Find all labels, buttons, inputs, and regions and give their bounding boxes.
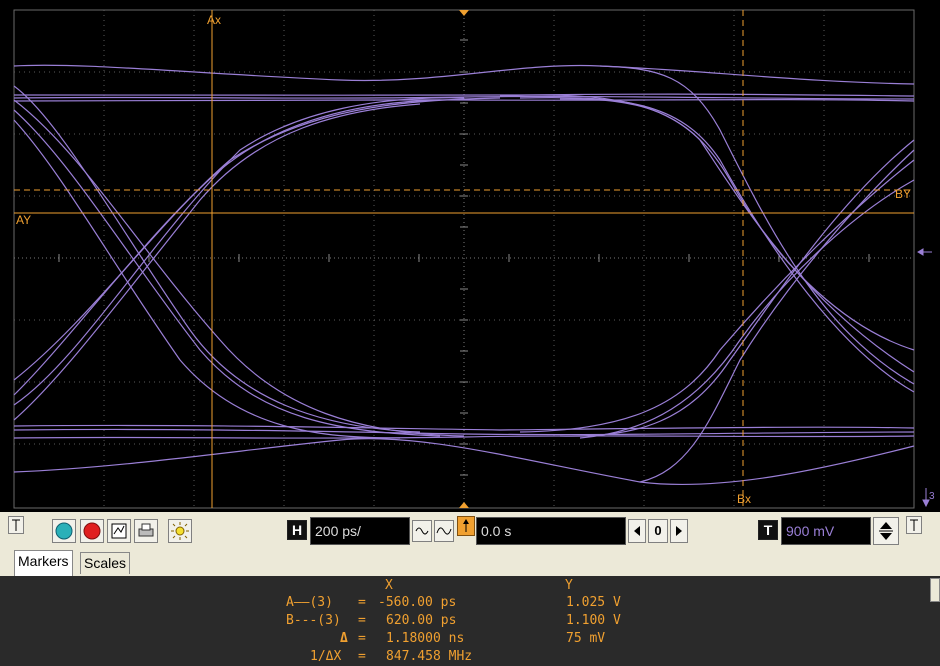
marker-a-y-value: 1.025 V: [566, 595, 621, 610]
delta-label: Δ: [340, 631, 348, 646]
trigger-level-field[interactable]: 900 mV: [781, 517, 871, 545]
center-ticks: [58, 39, 870, 476]
inverse-delta-label: 1/ΔX: [310, 649, 342, 664]
channel-trigger-arrow: [922, 488, 930, 508]
scope-display[interactable]: Ax Bx AY BY 3: [0, 0, 940, 512]
tab-scales[interactable]: Scales: [80, 552, 131, 574]
position-reset-button[interactable]: 0: [648, 519, 668, 543]
marker-a-x-value: -560.00 ps: [378, 595, 457, 610]
stop-button[interactable]: [80, 519, 104, 543]
trigger-level-icon[interactable]: T: [758, 520, 778, 540]
pin-up-icon[interactable]: [8, 516, 24, 534]
trigger-position-bottom: [459, 502, 469, 508]
marker-a-label: A——(3): [286, 595, 333, 610]
fine-adjust-icon[interactable]: [412, 520, 432, 542]
pin-up-right-icon[interactable]: [906, 516, 922, 534]
run-button[interactable]: [52, 519, 76, 543]
channel-ground-arrow: [917, 248, 932, 256]
single-acquisition-icon[interactable]: [107, 519, 131, 543]
marker-lines: [14, 10, 914, 508]
delta-eq: =: [358, 631, 366, 646]
brightness-icon[interactable]: [168, 519, 192, 543]
marker-b-label: B---(3): [286, 613, 341, 628]
delta-x-value: 1.18000 ns: [386, 631, 465, 646]
waveform-traces: [13, 64, 915, 486]
column-y-header: Y: [565, 578, 573, 593]
marker-ay-label: AY: [16, 213, 31, 227]
trigger-level-spinner[interactable]: [873, 517, 899, 545]
print-icon[interactable]: [134, 519, 158, 543]
tab-markers[interactable]: Markers: [14, 550, 73, 576]
marker-ax-label: Ax: [207, 13, 221, 27]
panel-tabs: Markers Scales: [0, 550, 940, 576]
waveform-icon[interactable]: [434, 520, 454, 542]
inverse-delta-x-value: 847.458 MHz: [386, 649, 473, 664]
toolbar: H 200 ps/ 0.0 s 0 T 900 mV: [0, 512, 940, 550]
delta-y-value: 75 mV: [566, 631, 606, 646]
marker-b-x-value: 620.00 ps: [386, 613, 457, 628]
position-decrease-button[interactable]: [628, 519, 646, 543]
horizontal-scale-field[interactable]: 200 ps/: [310, 517, 410, 545]
channel-number-label: 3: [929, 491, 935, 502]
marker-bx-label: Bx: [737, 492, 751, 506]
column-x-header: X: [385, 578, 393, 593]
marker-by-label: BY: [895, 187, 911, 201]
horizontal-position-field[interactable]: 0.0 s: [476, 517, 626, 545]
marker-b-y-value: 1.100 V: [566, 613, 621, 628]
marker-a-eq: =: [358, 595, 366, 610]
horizontal-scale-icon[interactable]: H: [287, 520, 307, 540]
markers-readout-panel: X Y A——(3) = -560.00 ps 1.025 V B---(3) …: [0, 576, 940, 666]
trigger-reference-icon[interactable]: [457, 516, 475, 536]
center-axes: [14, 10, 914, 508]
panel-scroll-button[interactable]: [930, 578, 940, 602]
inverse-delta-eq: =: [358, 649, 366, 664]
trigger-position-top: [459, 10, 469, 16]
marker-b-eq: =: [358, 613, 366, 628]
position-increase-button[interactable]: [670, 519, 688, 543]
waveform-graticule: Ax Bx AY BY 3: [13, 9, 935, 509]
